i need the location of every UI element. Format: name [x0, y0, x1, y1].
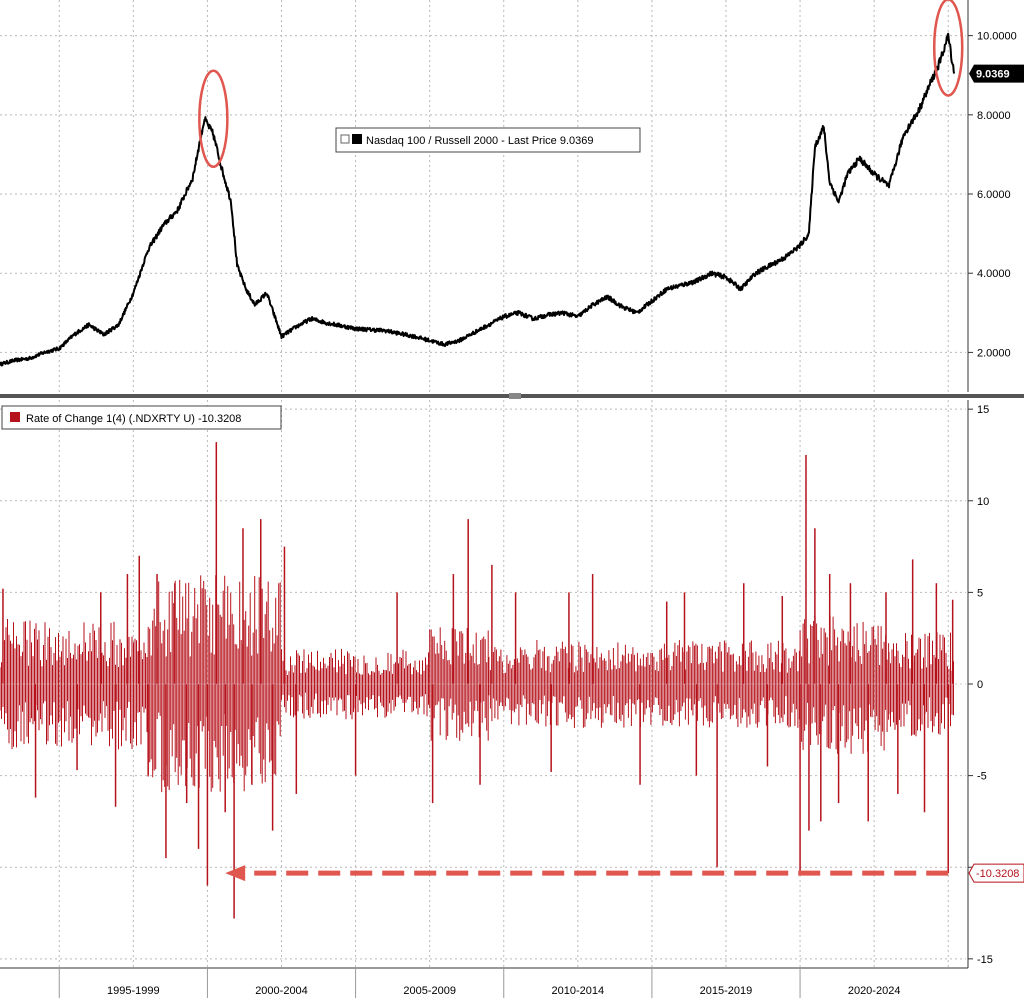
- x-axis: 1995-1999 2000-2004 2005-2009 2010-2014 2015…: [0, 967, 968, 998]
- price-ratio-panel: 2.0000 4.0000 6.0000 8.0000 10.0000 9.0369 Na…: [0, 0, 1024, 392]
- top-ytick-label-2: 6.0000: [977, 189, 1011, 201]
- bottom-legend-swatch: [10, 412, 20, 422]
- bottom-last-value-tag: [968, 863, 1024, 883]
- rate-of-change-panel: -15 -5 0 5 10 15 -10.3208 Rate of Change 1(4) …: [0, 400, 1024, 968]
- bottom-legend-box: [1, 405, 282, 430]
- bottom-ytick-label-6: 15: [977, 404, 989, 416]
- bottom-ytick-label-4: 5: [977, 587, 983, 599]
- x-period-label-1: 2000-2004: [255, 985, 308, 997]
- x-period-label-3: 2010-2014: [552, 985, 605, 997]
- top-ytick-label-3: 8.0000: [977, 110, 1011, 122]
- bottom-ytick-label-2: -5: [977, 771, 987, 783]
- top-series: [0, 32, 956, 367]
- x-period-label-2: 2005-2009: [403, 985, 456, 997]
- bottom-ytick-label-5: 10: [977, 496, 989, 508]
- bottom-legend: Rate of Change 1(4) (.NDXRTY U) -10.3208: [1, 405, 282, 430]
- highlight-circle-1: [932, 0, 964, 97]
- panel-divider-handle[interactable]: [509, 393, 521, 399]
- x-period-label-5: 2020-2024: [848, 985, 901, 997]
- bottom-ytick-label-3: 0: [977, 679, 983, 691]
- dashed-arrow-head: [225, 865, 246, 882]
- x-period-label-4: 2015-2019: [700, 985, 753, 997]
- top-last-value-tag: [969, 64, 1024, 83]
- top-legend-label: Nasdaq 100 / Russell 2000 - Last Price 9…: [366, 135, 593, 147]
- bottom-last-value-label: -10.3208: [976, 868, 1019, 880]
- bottom-legend-label: Rate of Change 1(4) (.NDXRTY U) -10.3208: [26, 413, 241, 425]
- top-ytick-label-4: 10.0000: [977, 31, 1017, 43]
- top-legend-swatch: [352, 134, 362, 144]
- bottom-ytick-label-0: -15: [977, 954, 993, 966]
- top-y-axis: 2.0000 4.0000 6.0000 8.0000 10.0000 9.0369: [967, 0, 1024, 392]
- top-last-value-label: 9.0369: [976, 69, 1010, 81]
- x-period-label-0: 1995-1999: [107, 985, 160, 997]
- bottom-series: [0, 442, 966, 919]
- top-legend: Nasdaq 100 / Russell 2000 - Last Price 9…: [335, 127, 641, 153]
- highlight-circle-0: [198, 69, 229, 169]
- top-legend-expand-icon[interactable]: [340, 134, 350, 144]
- bottom-annotations: [225, 865, 949, 882]
- panel-divider: [0, 393, 1024, 399]
- top-ytick-label-0: 2.0000: [977, 347, 1011, 359]
- series-line-ndx-rty: [0, 32, 956, 367]
- top-grid: [0, 0, 966, 392]
- bottom-y-axis: -15 -5 0 5 10 15 -10.3208: [967, 400, 1024, 968]
- top-ytick-label-1: 4.0000: [977, 268, 1011, 280]
- top-legend-box: [335, 127, 641, 153]
- top-annotations: [198, 0, 964, 169]
